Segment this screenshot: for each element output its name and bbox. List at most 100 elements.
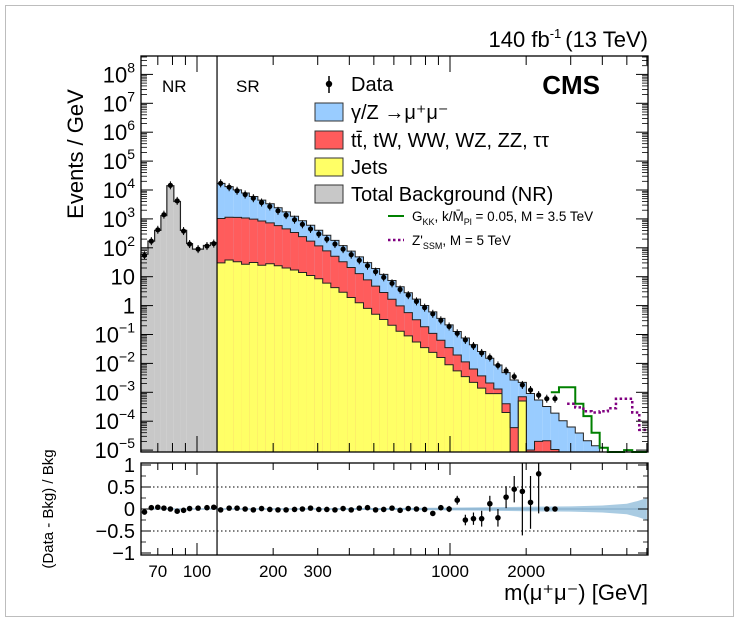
top-outline: [217, 216, 647, 453]
data-point: [167, 182, 174, 188]
ratio-point: [364, 504, 371, 511]
ratio-point: [155, 504, 161, 511]
data-point: [438, 317, 444, 323]
jets-bar: [224, 259, 234, 452]
data-point: [332, 241, 338, 247]
y-tick-label: 10−2: [95, 348, 136, 376]
legend-entry-data: Data: [325, 74, 394, 96]
jets-bar: [428, 352, 437, 452]
ratio-point: [307, 505, 314, 511]
data-point: [372, 269, 379, 275]
jets-bar: [330, 287, 339, 452]
nr-background-bar: [173, 201, 181, 452]
jets-bar: [396, 331, 405, 452]
ratio-point: [324, 506, 330, 513]
jets-bar: [274, 265, 283, 452]
jets-bar: [387, 325, 397, 452]
ratio-point: [283, 507, 289, 513]
nr-background-bar: [210, 242, 218, 452]
data-point: [364, 263, 371, 269]
data-point: [503, 368, 509, 374]
jets-bar: [363, 308, 372, 452]
data-point: [422, 305, 428, 311]
ratio-point: [141, 509, 148, 515]
jets-bar: [282, 268, 291, 452]
data-point: [283, 212, 289, 218]
ratio-y-tick-label: 1: [124, 455, 135, 477]
ratio-point: [372, 507, 379, 513]
ratio-point: [503, 494, 509, 500]
dy-bar: [558, 420, 568, 452]
data-point: [487, 354, 493, 361]
ratio-point: [267, 506, 273, 513]
ratio-point: [210, 504, 217, 511]
ratio-point: [348, 507, 355, 513]
y-tick-label: 108: [103, 59, 135, 87]
data-point: [405, 292, 411, 298]
jets-bar: [412, 342, 421, 452]
jets-bar: [306, 275, 315, 452]
jets-bar: [338, 292, 348, 452]
ratio-point: [462, 517, 469, 523]
data-point: [397, 286, 403, 293]
x-tick-label: 200: [259, 562, 287, 581]
legend-entry-zssm-signal: Z'SSM, M = 5 TeV: [388, 233, 511, 251]
data-point: [348, 252, 354, 258]
top-diboson-bar: [510, 427, 519, 452]
data-point: [299, 221, 306, 227]
dy-bar: [510, 380, 519, 452]
nr-background-bar: [166, 185, 174, 452]
data-point: [316, 231, 322, 237]
jets-bar: [347, 297, 356, 452]
y-tick-label: 10−5: [95, 435, 136, 463]
jets-bar: [404, 335, 413, 452]
data-point: [242, 191, 248, 198]
ratio-point: [148, 504, 155, 511]
ratio-point: [204, 504, 210, 511]
nr-background-bar: [192, 249, 204, 452]
top-diboson-bar: [526, 449, 535, 452]
jets-bar: [371, 314, 380, 452]
ratio-y-tick-label: 0.5: [107, 477, 135, 499]
ratio-point: [405, 505, 412, 512]
data-point: [430, 311, 436, 317]
jets-bar: [493, 393, 502, 452]
ratio-point: [316, 506, 322, 513]
ratio-point: [291, 506, 298, 513]
ratio-point: [470, 515, 477, 522]
y-tick-label: 105: [103, 146, 135, 174]
data-point: [218, 180, 224, 186]
ratio-point: [340, 505, 346, 512]
y-tick-label: 10−4: [95, 406, 136, 434]
data-point: [258, 199, 265, 206]
y-tick-label: 103: [103, 204, 135, 232]
data-point: [187, 241, 193, 247]
y-tick-label: 10−1: [95, 320, 136, 348]
dy-bar: [591, 445, 600, 452]
ratio-point: [186, 505, 193, 512]
ratio-point: [535, 471, 542, 477]
data-point: [495, 362, 501, 369]
ratio-point: [446, 506, 452, 512]
y-tick-label: 1: [123, 294, 135, 319]
data-point: [141, 252, 148, 258]
legend: Data γ/Z →μ⁺μ⁻ tt̄, tW, WW, WZ, ZZ, ττ J…: [314, 74, 593, 251]
data-marker-icon: [325, 80, 333, 88]
jets-bar: [518, 400, 527, 452]
data-point: [413, 298, 420, 304]
legend-entry-dy: γ/Z →μ⁺μ⁻: [314, 102, 449, 124]
y-tick-label: 104: [103, 175, 135, 203]
y-tick-label: 106: [103, 117, 135, 145]
data-point: [462, 337, 468, 343]
ratio-point: [487, 500, 493, 507]
jets-bar: [501, 412, 511, 452]
jets-bar: [217, 262, 225, 452]
legend-entry-top-diboson: tt̄, tW, WW, WZ, ZZ, ττ: [314, 130, 549, 152]
ratio-point: [234, 505, 240, 511]
y-tick-label: 10: [111, 265, 135, 290]
data-point: [544, 396, 550, 402]
dy-bar: [575, 432, 584, 452]
dy-bar: [550, 413, 559, 452]
svg-text:Jets: Jets: [351, 157, 388, 179]
